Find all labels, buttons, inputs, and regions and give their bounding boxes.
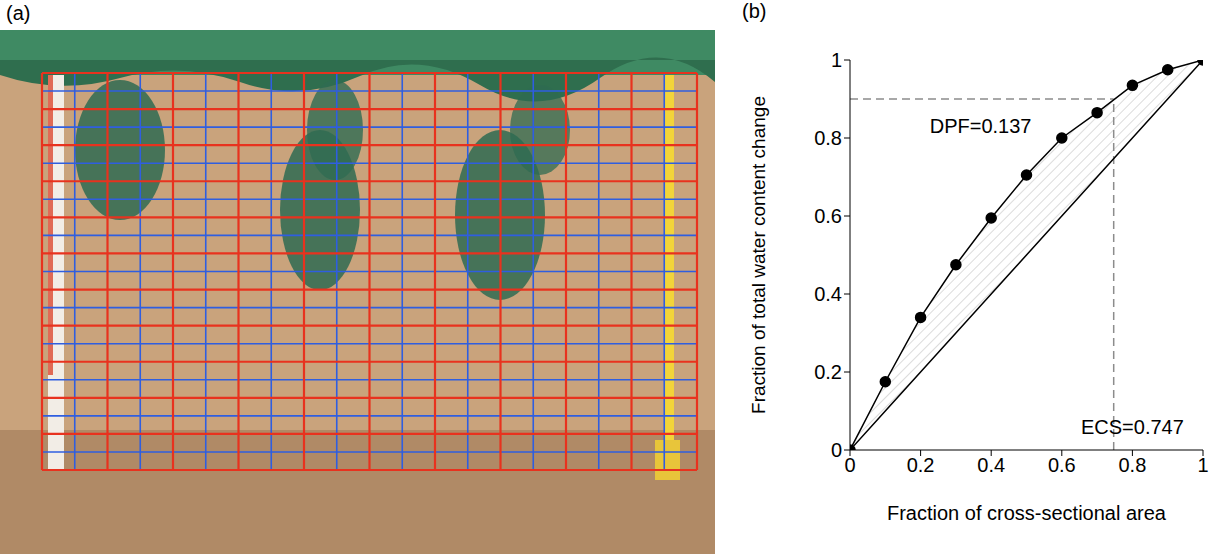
svg-text:1: 1 bbox=[1197, 454, 1208, 476]
svg-text:0.6: 0.6 bbox=[1048, 454, 1076, 476]
svg-text:DPF=0.137: DPF=0.137 bbox=[930, 115, 1032, 137]
svg-text:ECS=0.747: ECS=0.747 bbox=[1081, 416, 1184, 438]
svg-text:Fraction of total water conten: Fraction of total water content change bbox=[748, 96, 769, 414]
html-text:(b): (b) bbox=[742, 0, 767, 22]
svg-text:0: 0 bbox=[844, 454, 855, 476]
svg-text:0.2: 0.2 bbox=[907, 454, 935, 476]
svg-text:(a): (a) bbox=[6, 2, 30, 24]
svg-text:0.2: 0.2 bbox=[814, 361, 842, 383]
svg-text:0.8: 0.8 bbox=[814, 127, 842, 149]
svg-text:Fraction of cross-sectional ar: Fraction of cross-sectional area bbox=[887, 502, 1167, 524]
svg-text:1: 1 bbox=[831, 49, 842, 71]
svg-text:0.4: 0.4 bbox=[977, 454, 1005, 476]
svg-text:0.6: 0.6 bbox=[814, 205, 842, 227]
svg-text:0.8: 0.8 bbox=[1118, 454, 1146, 476]
svg-text:0: 0 bbox=[831, 439, 842, 461]
svg-text:0.4: 0.4 bbox=[814, 283, 842, 305]
